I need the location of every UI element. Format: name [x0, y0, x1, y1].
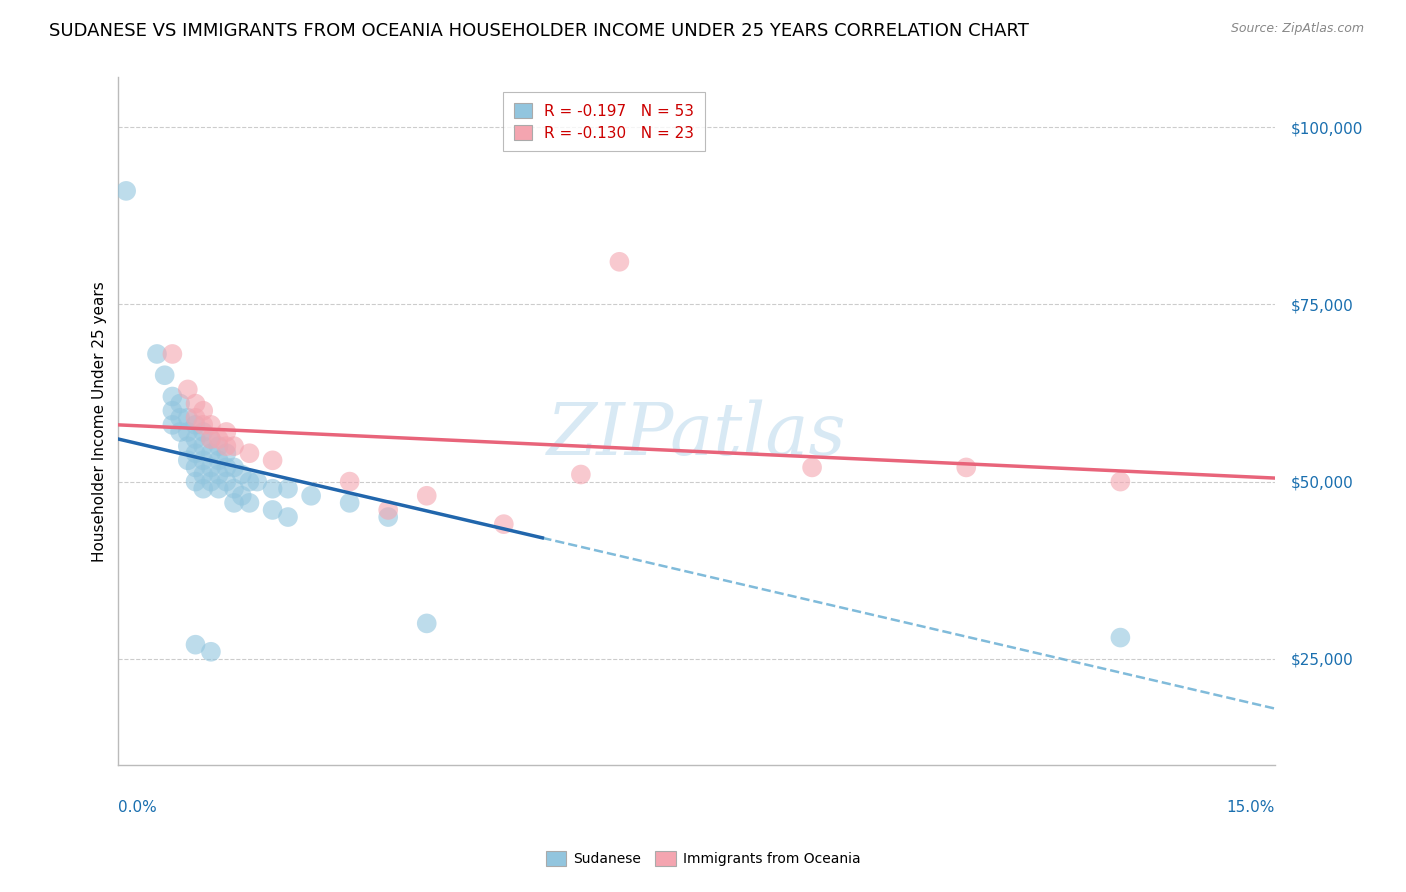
Point — [262, 482, 284, 496]
Point — [377, 503, 399, 517]
Point — [193, 417, 215, 432]
Text: 15.0%: 15.0% — [1226, 799, 1274, 814]
Point — [200, 417, 222, 432]
Point — [215, 446, 238, 460]
Point — [193, 403, 215, 417]
Point — [222, 496, 245, 510]
Point — [215, 460, 238, 475]
Point — [377, 510, 399, 524]
Point — [184, 432, 207, 446]
Legend: R = -0.197   N = 53, R = -0.130   N = 23: R = -0.197 N = 53, R = -0.130 N = 23 — [503, 92, 704, 152]
Point — [955, 460, 977, 475]
Point — [184, 396, 207, 410]
Text: Source: ZipAtlas.com: Source: ZipAtlas.com — [1230, 22, 1364, 36]
Point — [222, 460, 245, 475]
Legend: Sudanese, Immigrants from Oceania: Sudanese, Immigrants from Oceania — [540, 846, 866, 871]
Point — [277, 482, 299, 496]
Point — [231, 467, 253, 482]
Point — [162, 390, 184, 404]
Point — [277, 510, 299, 524]
Point — [262, 503, 284, 517]
Point — [238, 475, 260, 489]
Point — [208, 432, 231, 446]
Point — [238, 446, 260, 460]
Point — [246, 475, 269, 489]
Point — [193, 439, 215, 453]
Point — [1109, 631, 1132, 645]
Point — [200, 432, 222, 446]
Point — [200, 446, 222, 460]
Point — [200, 475, 222, 489]
Point — [238, 496, 260, 510]
Text: ZIPatlas: ZIPatlas — [547, 400, 846, 470]
Point — [177, 439, 200, 453]
Point — [193, 425, 215, 439]
Point — [262, 453, 284, 467]
Point — [169, 425, 191, 439]
Point — [492, 517, 515, 532]
Point — [416, 616, 439, 631]
Point — [222, 482, 245, 496]
Point — [184, 460, 207, 475]
Point — [169, 410, 191, 425]
Y-axis label: Householder Income Under 25 years: Householder Income Under 25 years — [93, 281, 107, 562]
Point — [193, 453, 215, 467]
Point — [208, 482, 231, 496]
Point — [177, 425, 200, 439]
Point — [215, 439, 238, 453]
Point — [208, 439, 231, 453]
Point — [569, 467, 592, 482]
Point — [200, 460, 222, 475]
Point — [208, 467, 231, 482]
Point — [115, 184, 138, 198]
Point — [162, 417, 184, 432]
Point — [184, 638, 207, 652]
Point — [1109, 475, 1132, 489]
Point — [200, 645, 222, 659]
Point — [153, 368, 176, 383]
Point — [299, 489, 322, 503]
Point — [231, 489, 253, 503]
Point — [162, 347, 184, 361]
Point — [339, 475, 361, 489]
Point — [609, 254, 631, 268]
Point — [193, 482, 215, 496]
Point — [184, 410, 207, 425]
Point — [177, 383, 200, 397]
Point — [416, 489, 439, 503]
Point — [169, 396, 191, 410]
Point — [184, 417, 207, 432]
Point — [801, 460, 824, 475]
Point — [208, 453, 231, 467]
Point — [215, 425, 238, 439]
Point — [146, 347, 169, 361]
Point — [177, 410, 200, 425]
Point — [339, 496, 361, 510]
Point — [184, 446, 207, 460]
Text: SUDANESE VS IMMIGRANTS FROM OCEANIA HOUSEHOLDER INCOME UNDER 25 YEARS CORRELATIO: SUDANESE VS IMMIGRANTS FROM OCEANIA HOUS… — [49, 22, 1029, 40]
Point — [184, 475, 207, 489]
Point — [177, 453, 200, 467]
Point — [162, 403, 184, 417]
Point — [200, 432, 222, 446]
Point — [222, 439, 245, 453]
Text: 0.0%: 0.0% — [118, 799, 157, 814]
Point — [193, 467, 215, 482]
Point — [215, 475, 238, 489]
